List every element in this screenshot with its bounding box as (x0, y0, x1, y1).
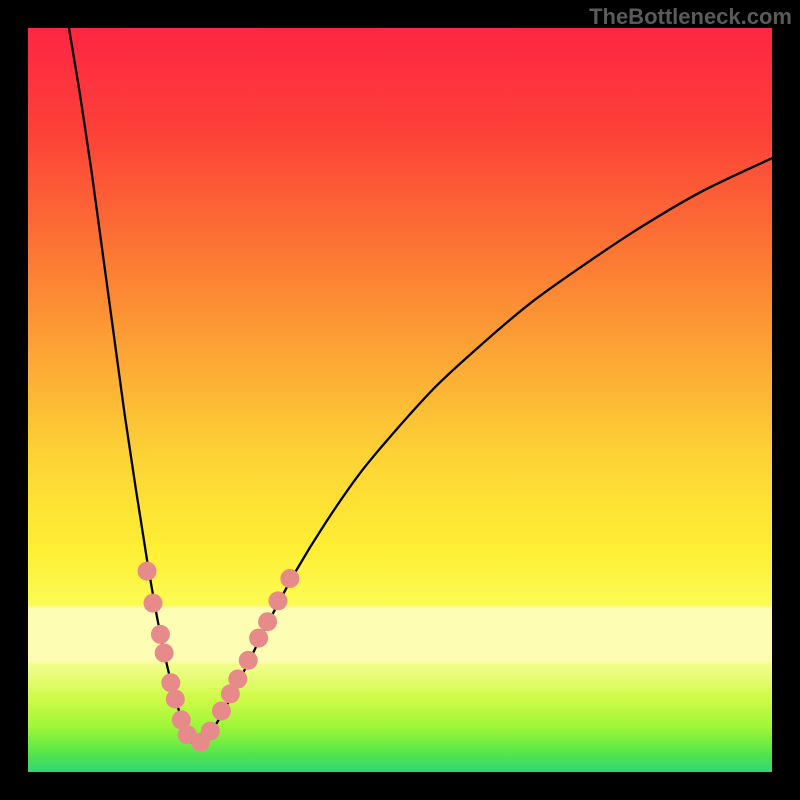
curve-marker (151, 625, 170, 644)
figure-root: TheBottleneck.com (0, 0, 800, 800)
curve-marker (249, 629, 268, 648)
curve-marker (268, 591, 287, 610)
curve-marker (166, 690, 185, 709)
curve-marker (161, 673, 180, 692)
watermark-text: TheBottleneck.com (589, 4, 792, 30)
curve-marker (280, 569, 299, 588)
gradient-background (28, 28, 772, 772)
curve-marker (155, 643, 174, 662)
curve-marker (212, 701, 231, 720)
curve-marker (228, 670, 247, 689)
curve-marker (138, 562, 157, 581)
plot-area (28, 28, 772, 772)
curve-marker (143, 594, 162, 613)
curve-marker (239, 651, 258, 670)
curve-marker (201, 722, 220, 741)
curve-marker (258, 612, 277, 631)
chart-svg (28, 28, 772, 772)
